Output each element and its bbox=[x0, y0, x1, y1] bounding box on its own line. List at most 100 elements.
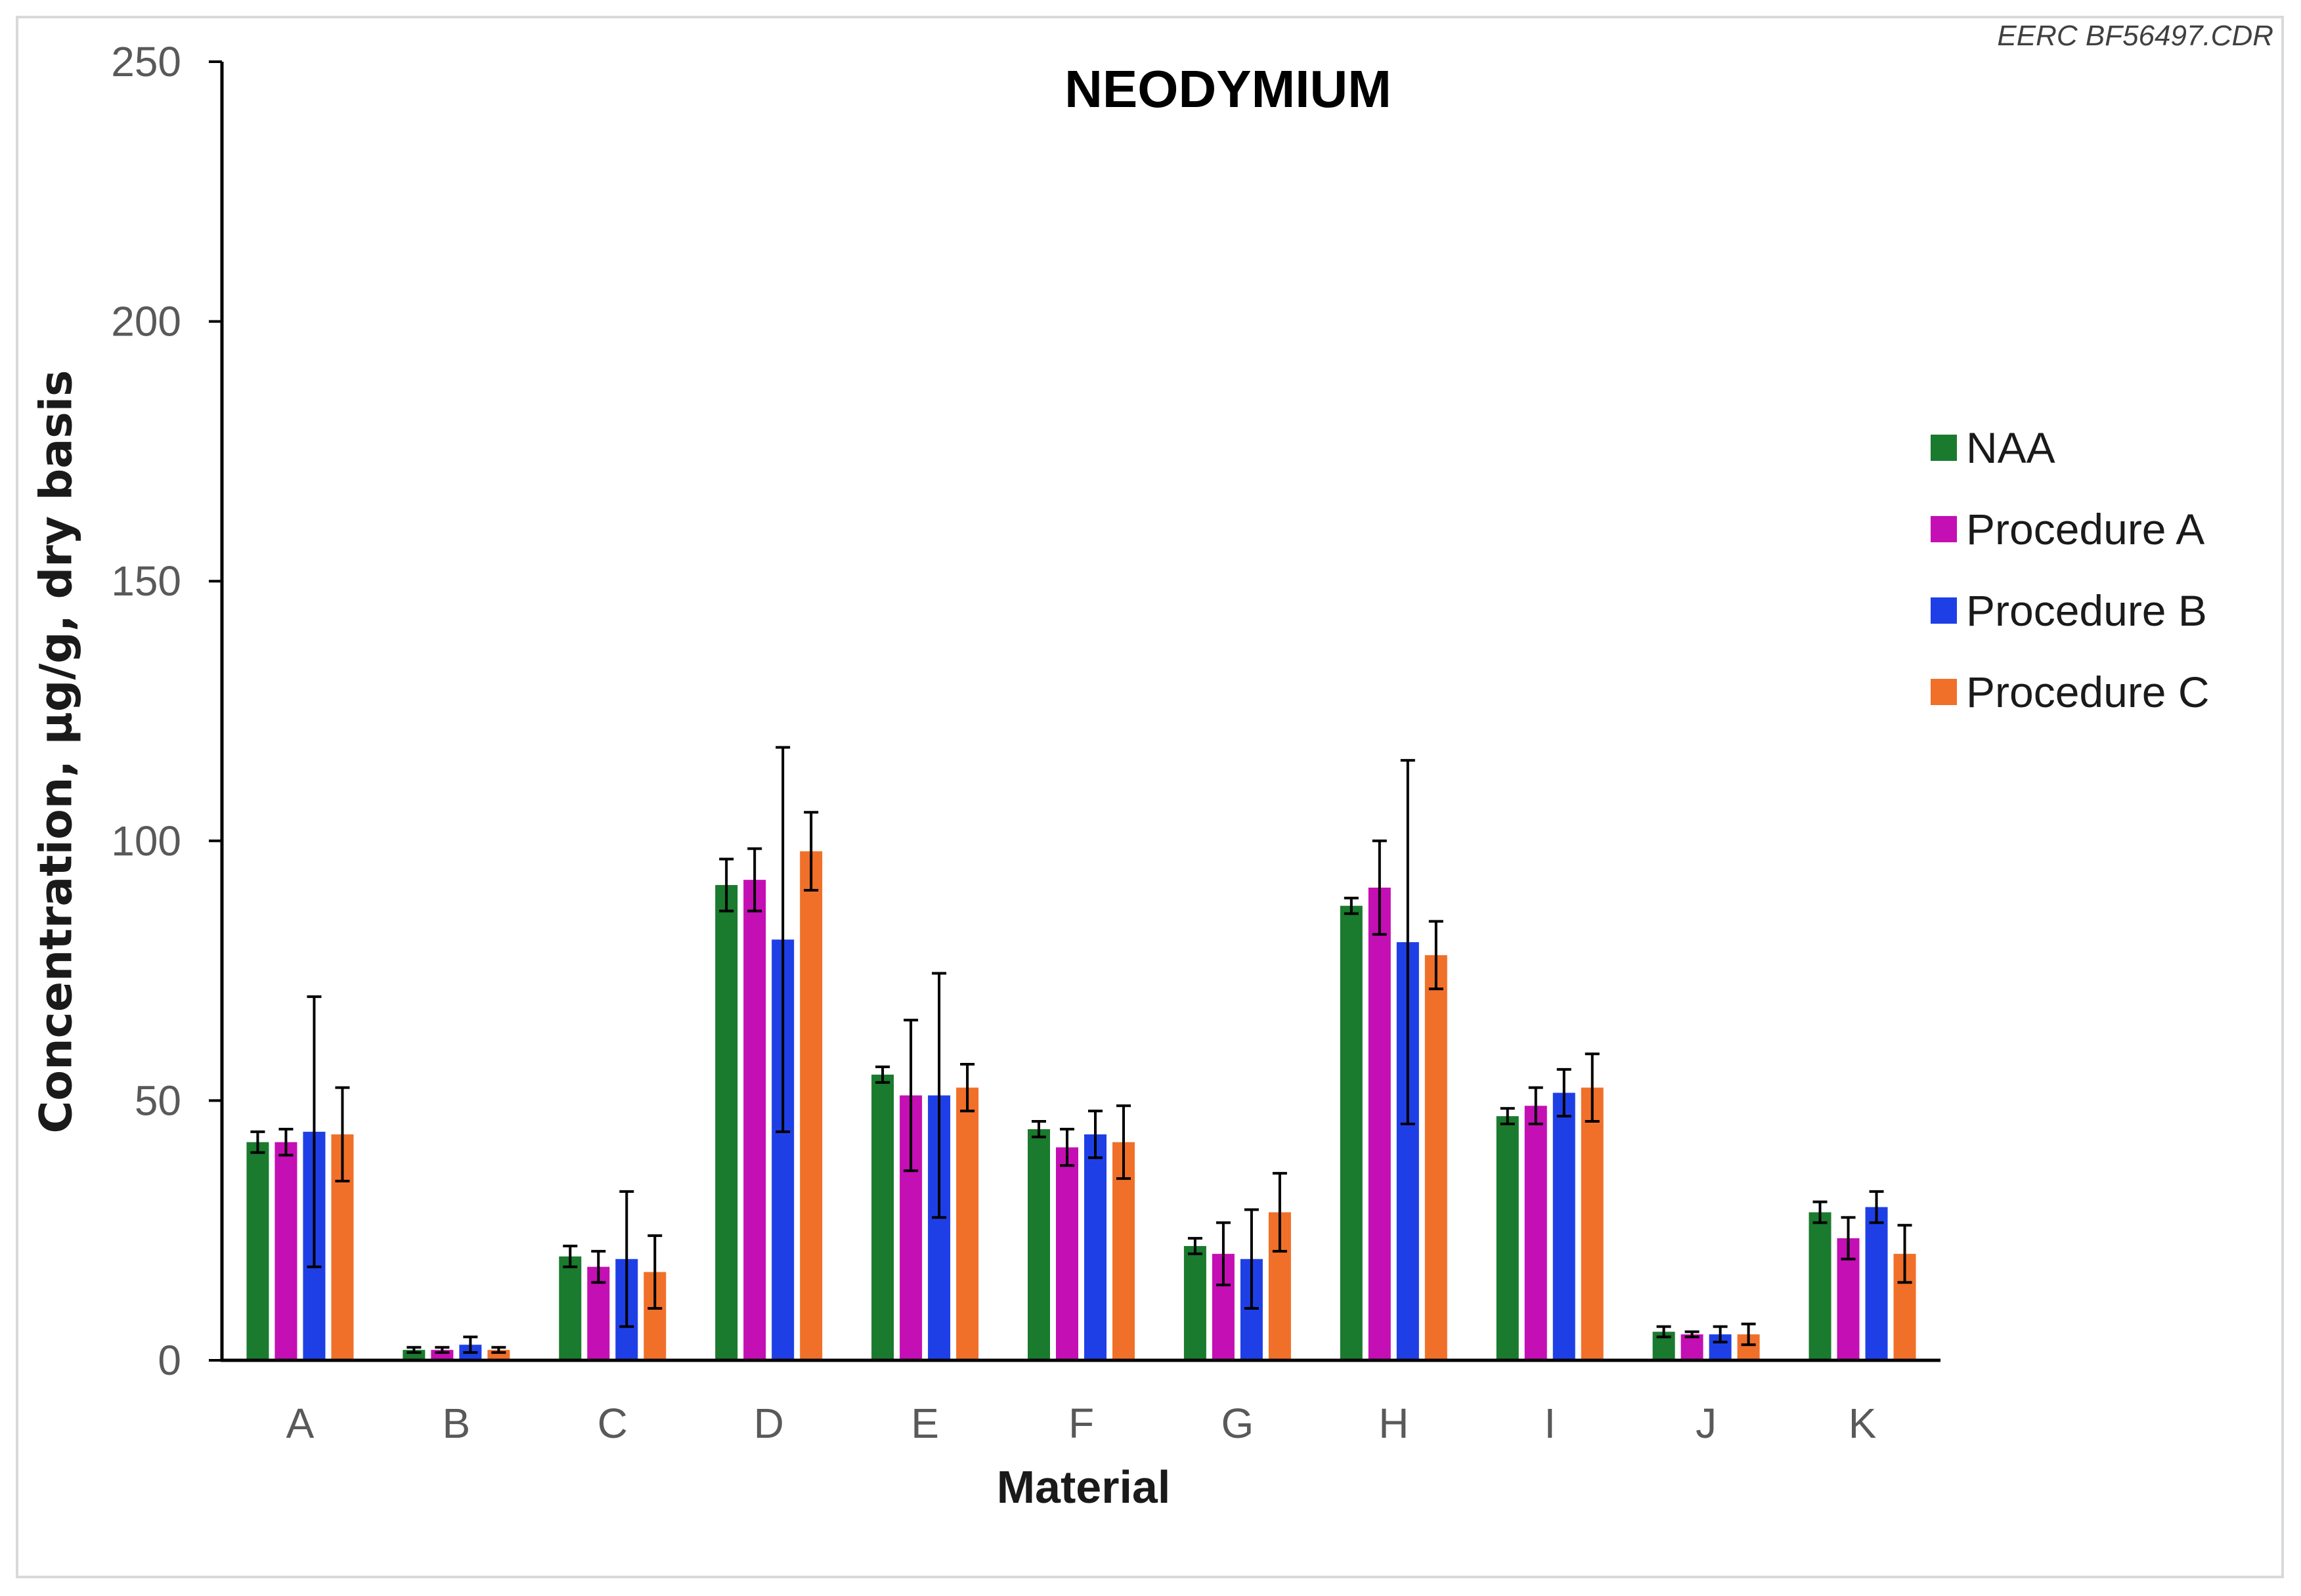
error-bar-procedure-c-f bbox=[1116, 1104, 1131, 1180]
legend-label-naa: NAA bbox=[1966, 423, 2055, 472]
x-tick-label-c: C bbox=[598, 1400, 628, 1447]
error-bars bbox=[250, 746, 1912, 1354]
error-bar-procedure-c-g bbox=[1272, 1172, 1287, 1253]
error-bar-procedure-b-b bbox=[463, 1335, 478, 1354]
bar-group-a bbox=[246, 1131, 354, 1360]
legend-swatch-procedure-a bbox=[1931, 516, 1957, 542]
y-axis: 0 50 100 150 200 250 bbox=[111, 38, 222, 1384]
error-bar-procedure-b-e bbox=[932, 972, 947, 1219]
bar-naa-h bbox=[1340, 905, 1363, 1360]
error-bar-naa-g bbox=[1187, 1237, 1202, 1255]
bar-naa-i bbox=[1496, 1116, 1519, 1360]
legend-item-naa: NAA bbox=[1931, 407, 2210, 488]
bar-procedure-b-k bbox=[1865, 1207, 1888, 1360]
bar-procedure-c-d bbox=[800, 851, 823, 1360]
legend-label-procedure-b: Procedure B bbox=[1966, 586, 2207, 635]
bar-naa-c bbox=[559, 1256, 582, 1360]
y-tick-label-50: 50 bbox=[135, 1077, 181, 1124]
bar-group-e bbox=[871, 1074, 979, 1360]
error-bar-procedure-a-e bbox=[904, 1018, 919, 1173]
legend: NAA Procedure A Procedure B Procedure C bbox=[1931, 407, 2210, 733]
error-bar-procedure-c-b bbox=[491, 1346, 506, 1354]
bar-procedure-c-h bbox=[1424, 955, 1447, 1360]
watermark-label: EERC BF56497.CDR bbox=[1997, 20, 2273, 52]
error-bar-procedure-c-c bbox=[647, 1234, 663, 1310]
error-bar-procedure-c-j bbox=[1741, 1322, 1756, 1347]
bar-procedure-a-i bbox=[1524, 1106, 1547, 1360]
legend-item-procedure-b: Procedure B bbox=[1931, 570, 2210, 651]
x-tick-label-g: G bbox=[1221, 1400, 1254, 1447]
legend-label-procedure-c: Procedure C bbox=[1966, 668, 2210, 716]
bar-naa-a bbox=[246, 1142, 269, 1360]
y-axis-title: Concentration, µg/g, dry basis bbox=[30, 370, 83, 1134]
bar-group-d bbox=[715, 851, 823, 1360]
error-bar-procedure-a-f bbox=[1060, 1127, 1074, 1167]
bar-naa-e bbox=[871, 1074, 894, 1360]
legend-swatch-procedure-b bbox=[1931, 597, 1957, 624]
error-bar-procedure-c-d bbox=[804, 811, 819, 892]
error-bar-procedure-c-i bbox=[1585, 1052, 1600, 1123]
error-bar-procedure-b-i bbox=[1556, 1068, 1571, 1118]
error-bar-procedure-b-j bbox=[1713, 1325, 1728, 1344]
bar-group-i bbox=[1496, 1087, 1604, 1360]
error-bar-naa-j bbox=[1656, 1325, 1671, 1339]
y-tick-label-0: 0 bbox=[158, 1337, 181, 1384]
bar-procedure-a-j bbox=[1680, 1334, 1703, 1360]
y-tick-label-150: 150 bbox=[111, 557, 181, 605]
bar-group-f bbox=[1028, 1129, 1135, 1360]
bar-naa-k bbox=[1808, 1212, 1831, 1360]
bar-procedure-a-a bbox=[274, 1142, 297, 1360]
error-bar-procedure-a-a bbox=[278, 1127, 294, 1157]
error-bar-naa-e bbox=[875, 1065, 890, 1084]
bar-procedure-a-h bbox=[1368, 888, 1391, 1360]
x-tick-label-i: I bbox=[1544, 1400, 1556, 1447]
error-bar-procedure-a-i bbox=[1528, 1086, 1543, 1126]
error-bar-procedure-a-j bbox=[1684, 1330, 1699, 1339]
legend-item-procedure-c: Procedure C bbox=[1931, 651, 2210, 733]
bar-procedure-a-f bbox=[1056, 1147, 1078, 1360]
bar-group-g bbox=[1183, 1212, 1291, 1360]
bar-naa-d bbox=[715, 885, 738, 1360]
error-bar-procedure-a-c bbox=[591, 1249, 606, 1284]
x-tick-label-e: E bbox=[911, 1400, 939, 1447]
x-axis-title: Material bbox=[996, 1461, 1171, 1513]
error-bar-procedure-c-e bbox=[960, 1063, 975, 1113]
bar-procedure-b-f bbox=[1084, 1134, 1107, 1360]
legend-swatch-procedure-c bbox=[1931, 679, 1957, 705]
error-bar-procedure-b-g bbox=[1244, 1208, 1259, 1310]
legend-item-procedure-a: Procedure A bbox=[1931, 488, 2210, 570]
error-bar-procedure-b-a bbox=[307, 995, 322, 1268]
x-tick-label-j: J bbox=[1696, 1400, 1717, 1447]
bar-group-k bbox=[1808, 1207, 1916, 1360]
error-bar-procedure-c-k bbox=[1897, 1224, 1912, 1284]
error-bar-procedure-b-k bbox=[1869, 1190, 1884, 1224]
error-bar-procedure-a-b bbox=[435, 1346, 450, 1354]
error-bar-procedure-a-h bbox=[1372, 839, 1387, 936]
x-tick-label-h: H bbox=[1378, 1400, 1409, 1447]
x-tick-label-b: B bbox=[443, 1400, 471, 1447]
legend-label-procedure-a: Procedure A bbox=[1966, 505, 2205, 553]
bar-procedure-b-i bbox=[1552, 1092, 1575, 1360]
legend-swatch-naa bbox=[1931, 435, 1957, 461]
error-bar-procedure-b-d bbox=[776, 746, 791, 1133]
y-tick-label-200: 200 bbox=[111, 298, 181, 345]
bar-naa-f bbox=[1028, 1129, 1050, 1360]
error-bar-procedure-c-a bbox=[335, 1086, 350, 1183]
x-tick-label-d: D bbox=[754, 1400, 784, 1447]
error-bar-naa-f bbox=[1032, 1120, 1046, 1138]
error-bar-naa-a bbox=[250, 1130, 265, 1154]
chart-title: NEODYMIUM bbox=[1064, 60, 1392, 118]
error-bar-procedure-a-d bbox=[747, 847, 762, 913]
x-axis: A B C D E F G H I J K bbox=[286, 1400, 1877, 1447]
error-bar-procedure-b-c bbox=[619, 1190, 634, 1328]
y-tick-label-250: 250 bbox=[111, 38, 181, 85]
error-bar-naa-i bbox=[1500, 1107, 1515, 1126]
x-tick-label-a: A bbox=[286, 1400, 315, 1447]
x-tick-label-k: K bbox=[1849, 1400, 1877, 1447]
bar-procedure-a-d bbox=[743, 880, 766, 1360]
error-bar-procedure-b-h bbox=[1400, 759, 1415, 1126]
error-bar-procedure-b-f bbox=[1088, 1110, 1103, 1159]
error-bar-procedure-a-k bbox=[1841, 1216, 1856, 1261]
bar-procedure-c-e bbox=[956, 1087, 979, 1360]
bar-procedure-c-i bbox=[1581, 1087, 1604, 1360]
